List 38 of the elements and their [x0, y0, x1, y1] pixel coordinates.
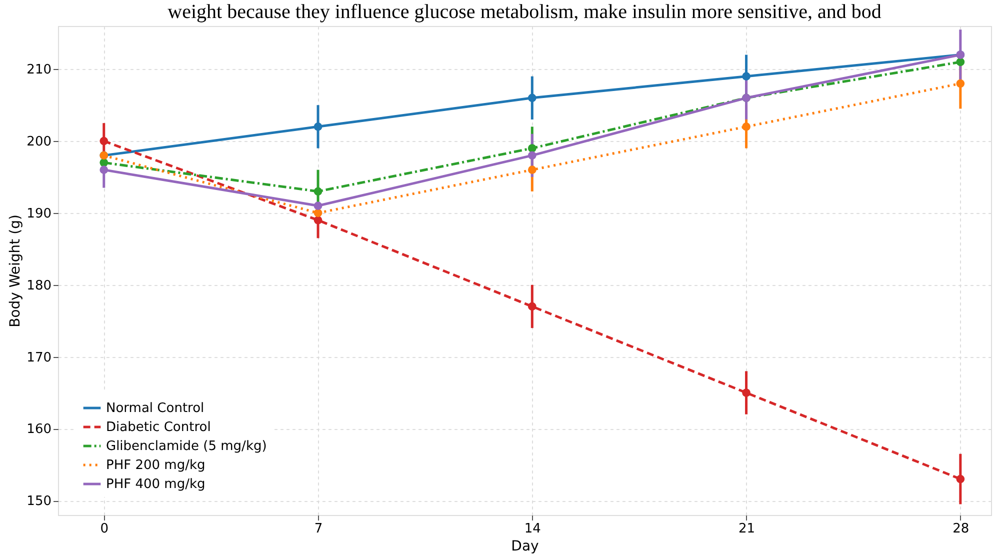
y-tick-label: 190	[26, 206, 52, 222]
y-tick-label: 180	[26, 278, 52, 294]
x-tick-label: 14	[524, 522, 541, 536]
x-tick-label: 7	[314, 522, 323, 536]
point	[528, 166, 536, 174]
legend-label: PHF 200 mg/kg	[106, 458, 206, 473]
y-tick-label: 210	[26, 62, 52, 78]
x-tick-label: 0	[100, 522, 109, 536]
point	[528, 302, 536, 311]
point	[314, 122, 322, 131]
text: weight because they influence glucose metabolism, make insulin more sensitive, and bod	[168, 1, 882, 23]
y-axis-title: Body Weight (g)	[8, 214, 24, 328]
point	[314, 187, 322, 196]
y-tick-label: 160	[26, 422, 52, 438]
point	[100, 136, 108, 146]
point	[314, 202, 322, 210]
point	[742, 72, 750, 81]
y-tick-label: 170	[26, 350, 52, 366]
legend-label: Glibenclamide (5 mg/kg)	[106, 439, 267, 454]
y-tick-label: 150	[26, 494, 52, 510]
point	[528, 151, 536, 160]
point	[528, 144, 536, 152]
legend-label: PHF 400 mg/kg	[106, 477, 206, 492]
x-tick-label: 21	[738, 522, 756, 536]
point	[528, 94, 536, 102]
x-axis-title: Day	[511, 538, 539, 554]
legend-label: Normal Control	[106, 401, 204, 416]
point	[100, 166, 108, 174]
point	[314, 216, 322, 224]
legend-label: Diabetic Control	[106, 420, 211, 435]
point	[742, 388, 750, 397]
point	[314, 208, 322, 218]
point	[956, 58, 965, 66]
point	[742, 122, 750, 131]
point	[956, 79, 965, 88]
x-tick-label: 28	[952, 522, 970, 536]
point	[956, 474, 965, 484]
y-tick-label: 200	[26, 134, 52, 150]
